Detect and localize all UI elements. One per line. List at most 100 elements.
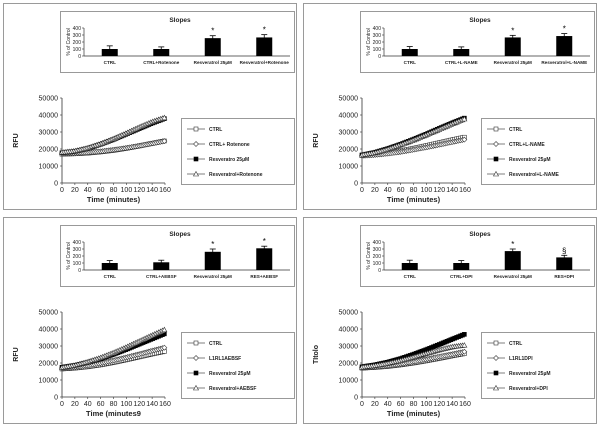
point-filled-square (193, 370, 199, 376)
bar-y-axis-label: % of Control (66, 28, 72, 56)
legend-box (481, 332, 595, 399)
bar (453, 49, 470, 56)
bar (556, 257, 573, 270)
legend-label: Resveratrol 25µM (509, 157, 551, 163)
bar-chart-title: Slopes (469, 17, 491, 24)
bar-chart-title: Slopes (169, 231, 191, 238)
line-y-tick-label: 30000 (339, 344, 359, 351)
legend-box (481, 118, 595, 185)
line-x-tick-label: 140 (146, 187, 158, 194)
point-open-diamond (461, 136, 468, 143)
line-x-tick-label: 120 (433, 187, 445, 194)
line-x-tick-label: 140 (146, 401, 158, 408)
line-x-tick-label: 80 (110, 187, 118, 194)
line-x-axis-label: Time (minutes) (387, 409, 441, 418)
significance-marker: * (511, 240, 514, 249)
line-y-tick-label: 50000 (39, 96, 59, 103)
line-y-tick-label: 10000 (339, 378, 359, 385)
bar-category-label: Resveratrol 25µM (494, 60, 532, 65)
bar-y-tick-label: 200 (73, 254, 82, 260)
line-x-tick-label: 20 (71, 401, 79, 408)
line-x-tick-label: 140 (446, 187, 458, 194)
line-y-tick-label: 0 (54, 181, 58, 188)
line-x-tick-label: 60 (397, 401, 405, 408)
line-y-tick-label: 0 (354, 395, 358, 402)
bar (153, 49, 170, 56)
legend-label: Resveratrol+L-NAME (509, 172, 560, 178)
line-y-tick-label: 40000 (39, 327, 59, 334)
legend-label: Resveratrol+AEBSF (209, 386, 256, 392)
line-y-tick-label: 0 (54, 395, 58, 402)
point-filled-square (193, 156, 199, 162)
line-y-tick-label: 30000 (339, 130, 359, 137)
line-y-tick-label: 30000 (39, 130, 59, 137)
significance-marker: * (563, 25, 566, 34)
line-y-tick-label: 20000 (39, 147, 59, 154)
line-x-tick-label: 60 (97, 401, 105, 408)
panel-frame-2 (303, 3, 597, 210)
bar (504, 37, 521, 56)
line-y-axis-label: TItolo (313, 345, 320, 364)
bar (401, 263, 418, 270)
line-x-tick-label: 20 (71, 187, 79, 194)
line-y-tick-label: 50000 (339, 310, 359, 317)
point-open-triangle (161, 326, 168, 333)
bar-y-tick-label: 100 (73, 47, 82, 53)
point-open-diamond (493, 141, 499, 147)
point-open-square (493, 340, 499, 346)
bar-y-tick-label: 0 (378, 268, 381, 274)
bar-y-tick-label: 0 (78, 268, 81, 274)
significance-marker: * (211, 27, 214, 36)
series-4 (358, 342, 468, 370)
bar-category-label: Resveratrol+L-NAME (541, 60, 587, 65)
bar (153, 262, 170, 270)
point-open-diamond (161, 344, 168, 351)
line-y-tick-label: 40000 (339, 327, 359, 334)
panel-frame-1 (3, 3, 297, 210)
line-x-tick-label: 20 (371, 401, 379, 408)
bar (453, 263, 470, 270)
bar-chart-box (360, 11, 595, 73)
legend-label: CTRL (509, 127, 522, 133)
legend-box (181, 118, 295, 185)
line-x-tick-label: 100 (421, 401, 433, 408)
bar (256, 37, 273, 56)
line-x-tick-label: 120 (133, 401, 145, 408)
point-filled-square (493, 156, 499, 162)
point-open-triangle (492, 170, 500, 177)
panel-frame-4 (303, 217, 597, 424)
line-y-tick-label: 40000 (39, 113, 59, 120)
point-open-diamond (193, 141, 199, 147)
legend-label: Resveratrol 25µM (509, 371, 551, 377)
legend-box (181, 332, 295, 399)
line-x-tick-label: 0 (60, 401, 64, 408)
line-y-tick-label: 20000 (339, 361, 359, 368)
bar-y-axis-label: % of Control (366, 28, 372, 56)
line-x-tick-label: 160 (159, 187, 171, 194)
line-x-tick-label: 0 (60, 187, 64, 194)
bar (556, 36, 573, 56)
bar-y-tick-label: 400 (373, 26, 382, 32)
bar-y-tick-label: 200 (373, 254, 382, 260)
line-y-tick-label: 0 (354, 181, 358, 188)
significance-marker: § (562, 246, 566, 255)
panel-frame-3 (3, 217, 297, 424)
bar-chart-title: Slopes (469, 231, 491, 238)
bar-y-tick-label: 100 (373, 261, 382, 267)
bar-category-label: RES+DPI (554, 274, 574, 279)
bar-category-label: CTRL+AEBSF (146, 274, 177, 279)
line-x-tick-label: 80 (110, 401, 118, 408)
line-x-tick-label: 160 (459, 187, 471, 194)
bar-category-label: Resveratrol+Rotenone (240, 60, 290, 65)
bar-category-label: Resveratrol 25µM (194, 60, 232, 65)
line-y-tick-label: 50000 (339, 96, 359, 103)
line-x-tick-label: 160 (159, 401, 171, 408)
line-x-tick-label: 80 (410, 401, 418, 408)
bar-category-label: CTRL+L-NAME (445, 60, 478, 65)
significance-marker: * (263, 237, 266, 246)
bar-category-label: CTRL+DPI (450, 274, 473, 279)
point-open-triangle (461, 342, 468, 348)
